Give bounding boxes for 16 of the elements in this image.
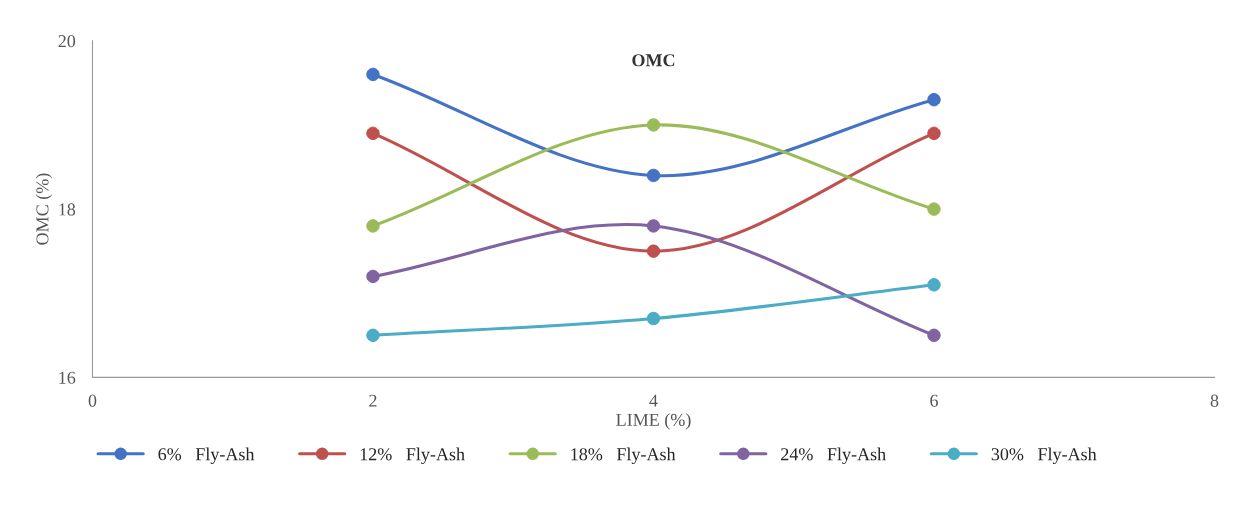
legend-label: 18% Fly-Ash — [571, 447, 676, 465]
legend-label: 30% Fly-Ash — [991, 447, 1097, 465]
x-tick-label: 2 — [369, 394, 377, 407]
y-axis-title: OMC (%) — [35, 173, 53, 245]
y-tick-label: 18 — [59, 203, 76, 216]
x-tick-label: 4 — [649, 394, 658, 407]
y-tick-label: 20 — [58, 35, 76, 48]
x-tick-label: 8 — [1210, 394, 1219, 407]
y-tick-label: 16 — [59, 371, 76, 384]
legend-label: 6% Fly-Ash — [158, 447, 255, 465]
x-axis-title: LIME (%) — [616, 413, 691, 430]
x-tick-label: 0 — [88, 394, 97, 407]
legend-label: 12% Fly-Ash — [360, 447, 465, 465]
x-tick-label: 6 — [930, 394, 938, 407]
legend-label: 24% Fly-Ash — [781, 447, 886, 465]
text: OMC — [632, 54, 675, 67]
